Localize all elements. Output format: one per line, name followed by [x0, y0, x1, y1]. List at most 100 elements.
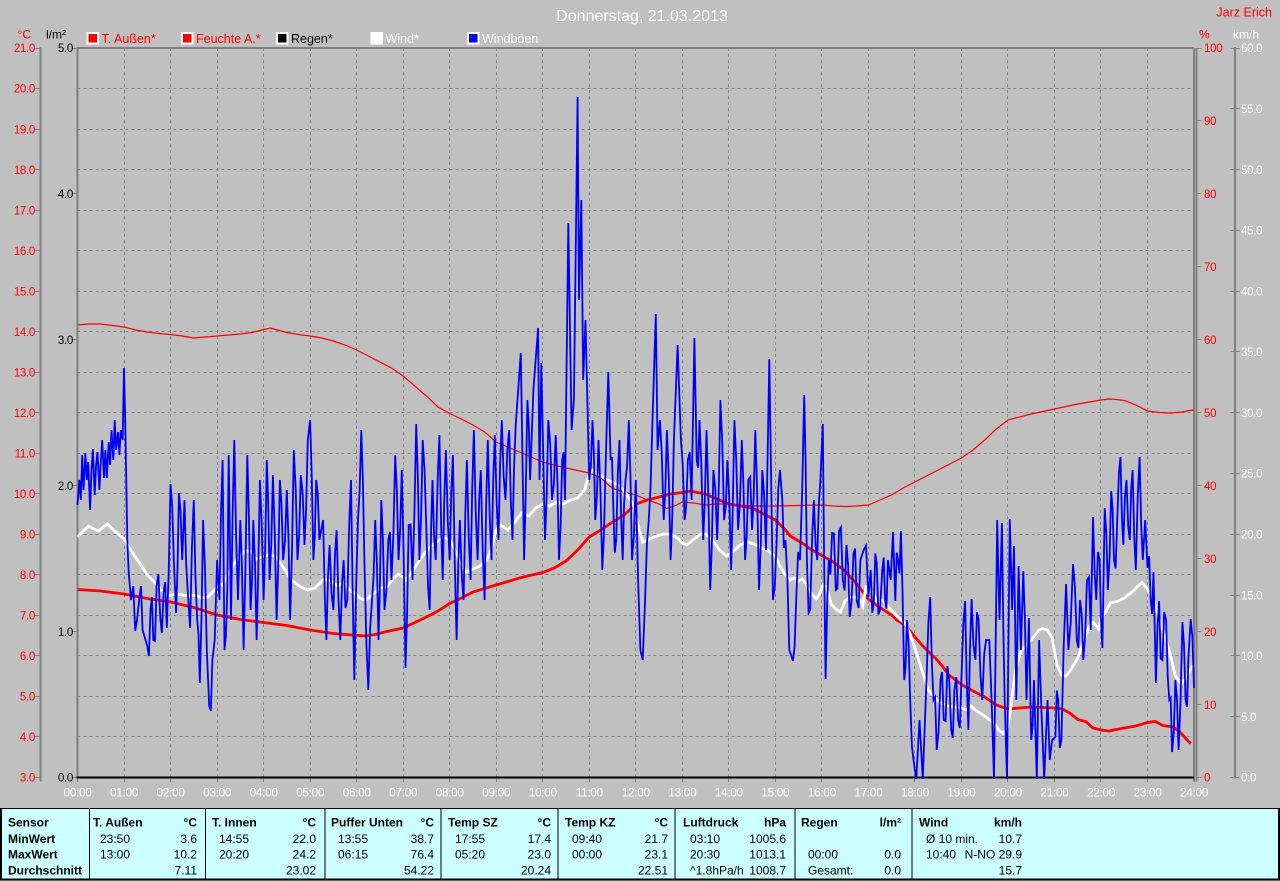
svg-text:23:50: 23:50: [100, 832, 130, 846]
svg-text:Wind*: Wind*: [386, 32, 419, 46]
svg-text:22.51: 22.51: [638, 863, 668, 877]
svg-text:17:55: 17:55: [455, 832, 485, 846]
svg-text:Jarz Erich: Jarz Erich: [1216, 6, 1272, 20]
svg-text:°C: °C: [538, 816, 552, 830]
svg-text:13:55: 13:55: [338, 832, 368, 846]
svg-text:Regen: Regen: [801, 816, 838, 830]
svg-text:Feuchte A.*: Feuchte A.*: [196, 32, 261, 46]
svg-text:06:00: 06:00: [343, 786, 372, 800]
svg-text:1013.1: 1013.1: [749, 848, 786, 862]
svg-text:°C: °C: [655, 816, 669, 830]
svg-text:6.0: 6.0: [20, 651, 35, 663]
svg-text:21:00: 21:00: [1040, 786, 1069, 800]
svg-text:30.0: 30.0: [1241, 408, 1262, 420]
svg-text:Temp SZ: Temp SZ: [448, 816, 498, 830]
svg-text:N-NO 29.9: N-NO 29.9: [965, 848, 1023, 862]
svg-text:15.0: 15.0: [14, 286, 35, 298]
svg-text:38.7: 38.7: [411, 832, 435, 846]
svg-text:°C: °C: [421, 816, 435, 830]
svg-text:14:00: 14:00: [715, 786, 744, 800]
svg-text:06:15: 06:15: [338, 848, 368, 862]
svg-text:10.2: 10.2: [174, 848, 198, 862]
svg-text:MaxWert: MaxWert: [8, 848, 58, 862]
svg-text:2.0: 2.0: [58, 481, 73, 493]
svg-text:3.6: 3.6: [180, 832, 197, 846]
svg-text:Ø 10 min.: Ø 10 min.: [926, 832, 978, 846]
svg-text:10: 10: [1204, 700, 1216, 712]
svg-text:00:00: 00:00: [808, 848, 838, 862]
svg-text:16.0: 16.0: [14, 246, 35, 258]
svg-text:24.2: 24.2: [293, 848, 317, 862]
svg-text:50.0: 50.0: [1241, 165, 1262, 177]
svg-text:45.0: 45.0: [1241, 226, 1262, 238]
svg-text:Durchschnitt: Durchschnitt: [8, 863, 82, 877]
svg-text:3.0: 3.0: [20, 773, 35, 785]
svg-text:24:00: 24:00: [1180, 786, 1209, 800]
svg-text:l/m²: l/m²: [46, 28, 66, 42]
svg-text:60: 60: [1204, 335, 1216, 347]
svg-text:23:00: 23:00: [1133, 786, 1162, 800]
svg-text:02:00: 02:00: [157, 786, 186, 800]
svg-text:54.22: 54.22: [404, 863, 434, 877]
svg-text:80: 80: [1204, 189, 1216, 201]
svg-text:20.24: 20.24: [521, 863, 551, 877]
svg-text:05:20: 05:20: [455, 848, 485, 862]
svg-text:35.0: 35.0: [1241, 347, 1262, 359]
svg-text:14.0: 14.0: [14, 327, 35, 339]
svg-text:08:00: 08:00: [436, 786, 465, 800]
svg-text:25.0: 25.0: [1241, 469, 1262, 481]
svg-text:00:00: 00:00: [572, 848, 602, 862]
svg-text:10.0: 10.0: [14, 489, 35, 501]
svg-text:21.0: 21.0: [14, 43, 35, 55]
svg-text:11.0: 11.0: [15, 448, 35, 460]
svg-text:23.0: 23.0: [528, 848, 552, 862]
svg-text:55.0: 55.0: [1241, 104, 1262, 116]
svg-text:10:40: 10:40: [926, 848, 956, 862]
svg-text:Sensor: Sensor: [8, 816, 49, 830]
svg-text:Luftdruck: Luftdruck: [683, 816, 739, 830]
svg-text:Temp KZ: Temp KZ: [565, 816, 615, 830]
svg-text:20.0: 20.0: [14, 84, 35, 96]
svg-text:T. Außen: T. Außen: [93, 816, 143, 830]
svg-text:100: 100: [1204, 43, 1222, 55]
svg-text:22.0: 22.0: [293, 832, 317, 846]
svg-text:°C: °C: [18, 28, 32, 42]
svg-text:17:00: 17:00: [854, 786, 883, 800]
svg-text:5.0: 5.0: [1241, 712, 1256, 724]
svg-text:0.0: 0.0: [58, 773, 73, 785]
svg-text:23.02: 23.02: [286, 863, 316, 877]
svg-text:11:00: 11:00: [576, 786, 604, 800]
svg-text:03:00: 03:00: [203, 786, 232, 800]
svg-text:13:00: 13:00: [668, 786, 697, 800]
svg-text:16:00: 16:00: [808, 786, 837, 800]
svg-text:Donnerstag, 21.03.2013: Donnerstag, 21.03.2013: [556, 8, 728, 25]
svg-text:0: 0: [1204, 773, 1210, 785]
svg-text:10:00: 10:00: [529, 786, 558, 800]
svg-text:60.0: 60.0: [1241, 43, 1262, 55]
svg-text:Windböen: Windböen: [482, 32, 538, 46]
svg-text:19.0: 19.0: [14, 124, 35, 136]
svg-text:km/h: km/h: [994, 816, 1022, 830]
svg-text:Regen*: Regen*: [291, 32, 333, 46]
svg-text:04:00: 04:00: [250, 786, 279, 800]
svg-text:20:30: 20:30: [690, 848, 720, 862]
svg-text:20:20: 20:20: [219, 848, 249, 862]
svg-text:Gesamt:: Gesamt:: [808, 863, 853, 877]
svg-text:MinWert: MinWert: [8, 832, 55, 846]
svg-text:15.7: 15.7: [999, 863, 1023, 877]
svg-text:1008.7: 1008.7: [749, 863, 786, 877]
svg-text:1.0: 1.0: [58, 627, 73, 639]
svg-text:18.0: 18.0: [14, 165, 35, 177]
svg-text:4.0: 4.0: [58, 189, 73, 201]
svg-text:9.0: 9.0: [20, 530, 35, 542]
svg-text:km/h: km/h: [1233, 28, 1259, 42]
svg-text:8.0: 8.0: [20, 570, 35, 582]
svg-text:%: %: [1199, 28, 1210, 42]
svg-text:12:00: 12:00: [622, 786, 651, 800]
svg-text:7.11: 7.11: [175, 863, 198, 877]
svg-text:3.0: 3.0: [58, 335, 73, 347]
svg-text:03:10: 03:10: [690, 832, 720, 846]
svg-text:90: 90: [1204, 116, 1216, 128]
svg-text:05:00: 05:00: [296, 786, 325, 800]
svg-text:10.7: 10.7: [999, 832, 1023, 846]
